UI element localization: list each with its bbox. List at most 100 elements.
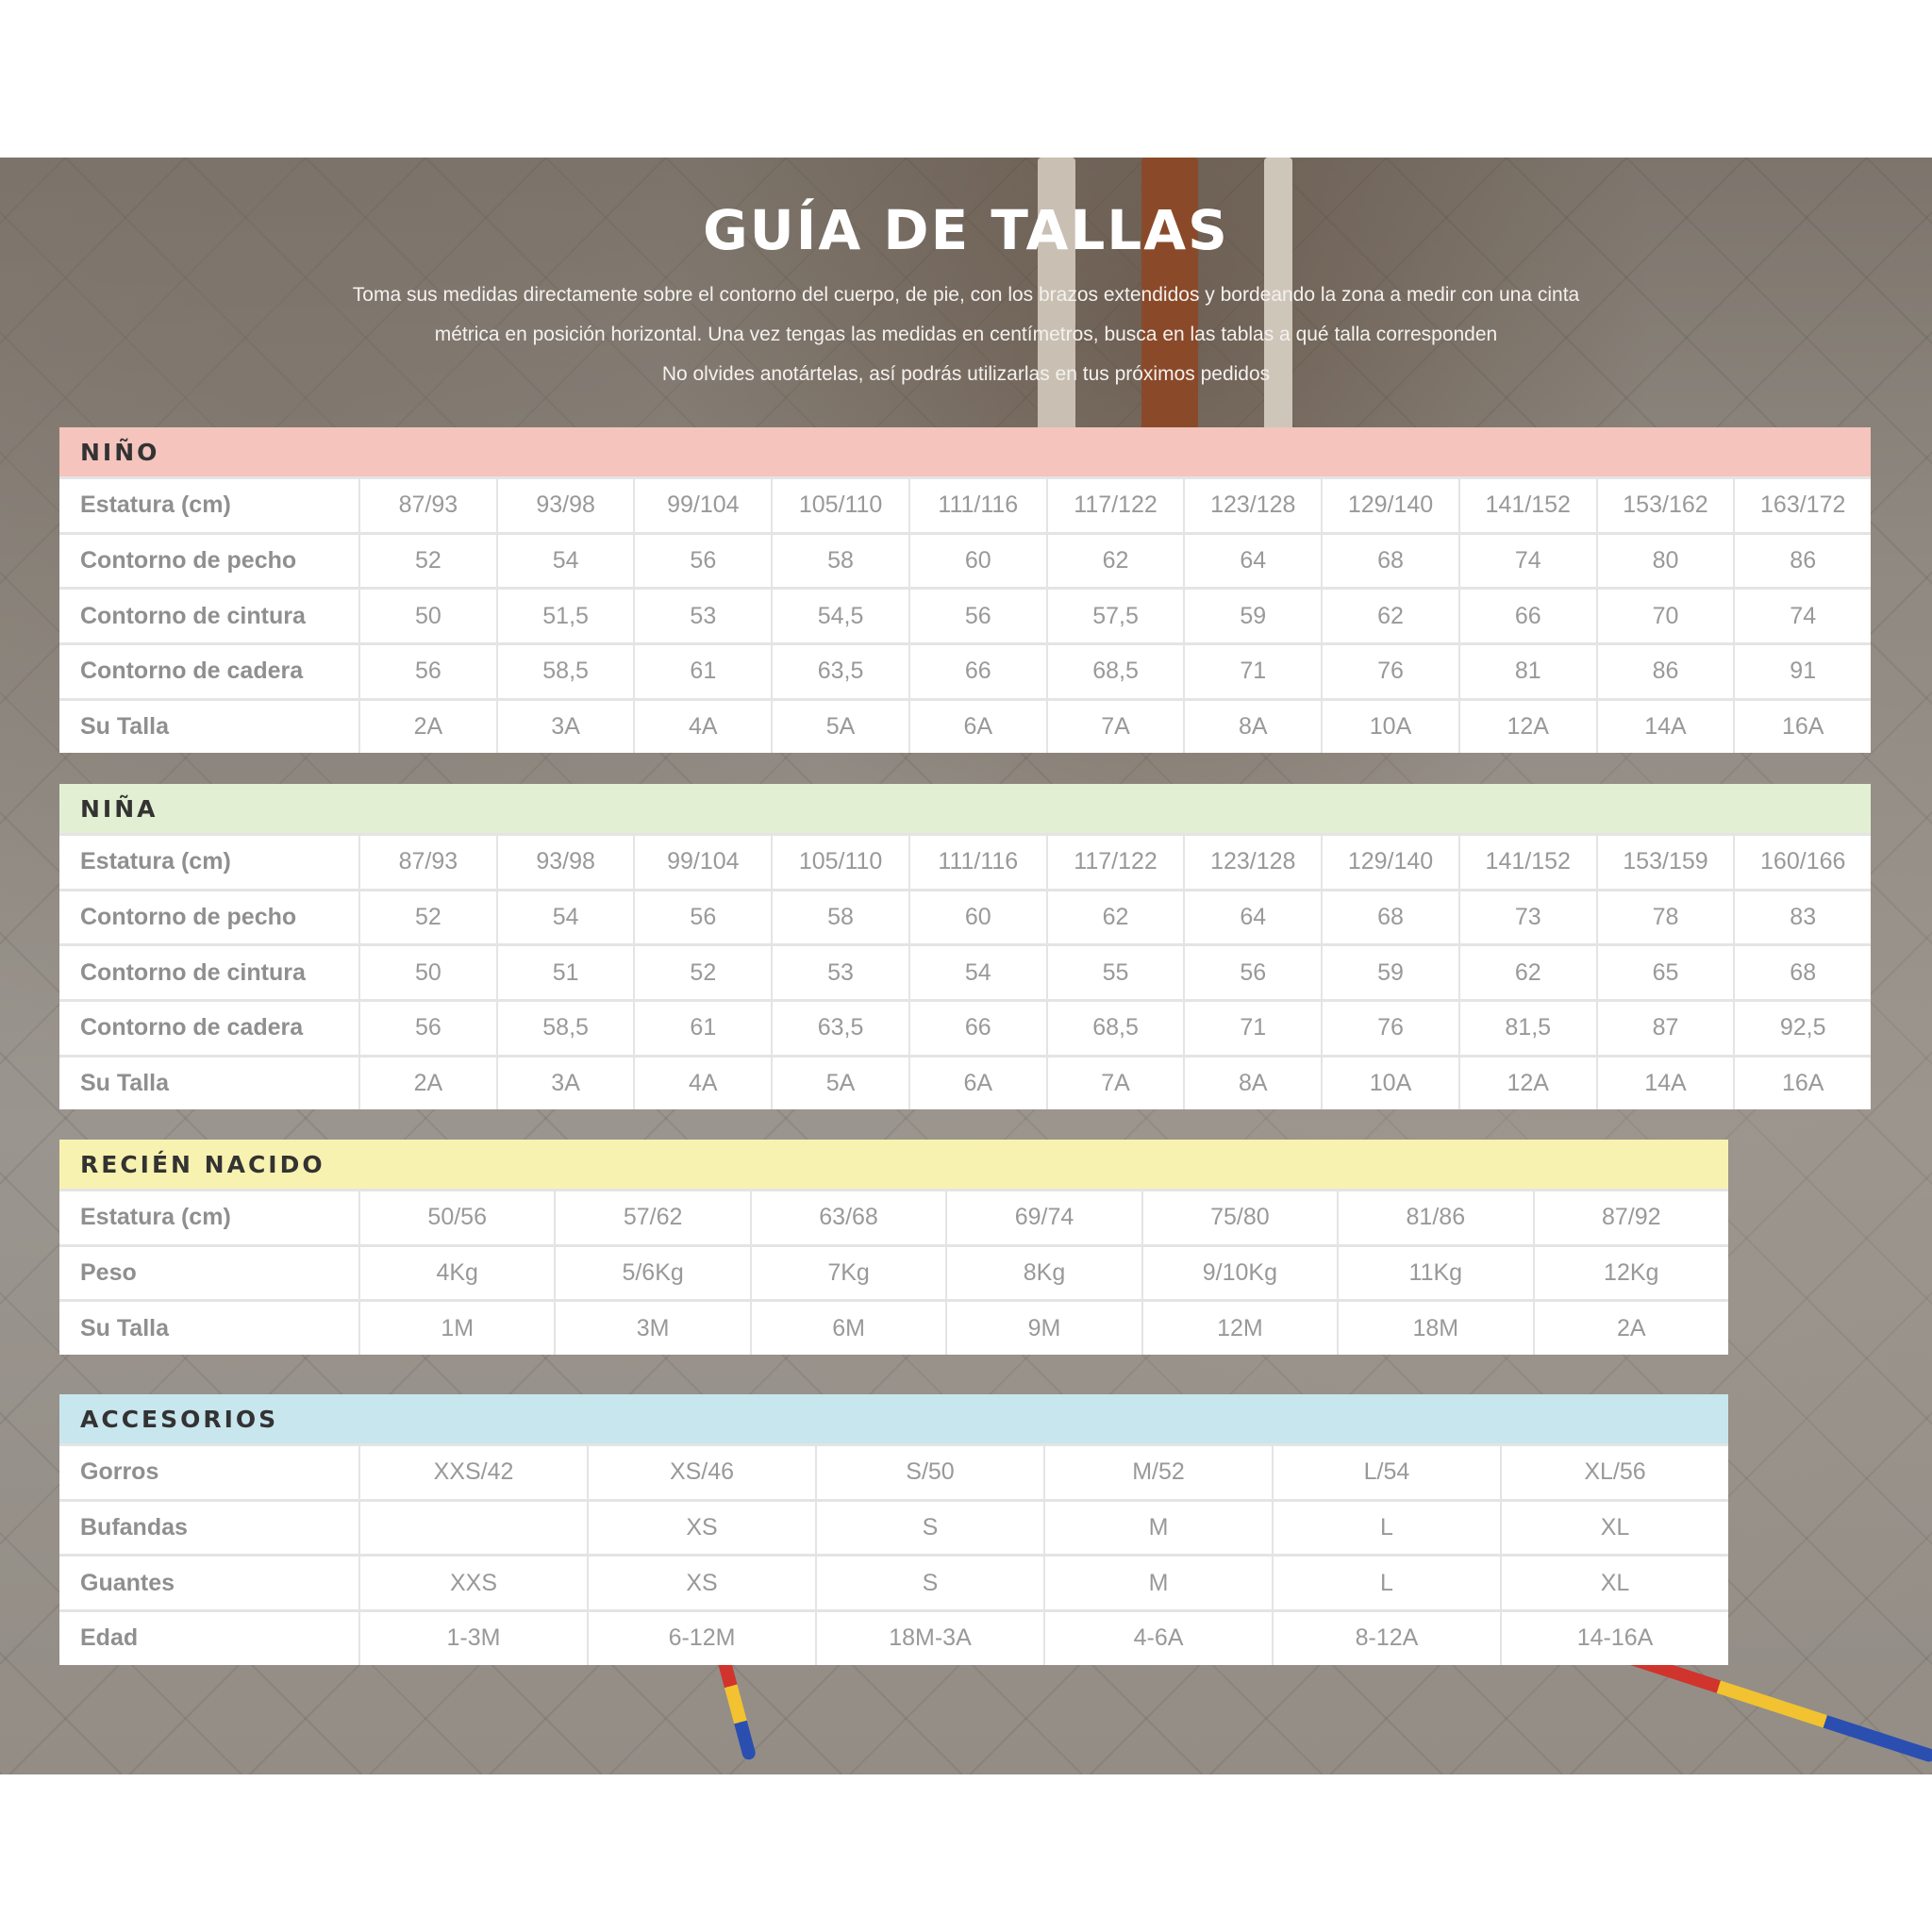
table-cell: 81,5	[1457, 1002, 1596, 1055]
table-title: NIÑO	[59, 427, 1871, 476]
table-cell: 3M	[554, 1302, 749, 1356]
table-cell: 18M	[1337, 1302, 1532, 1356]
table-cell: 160/166	[1733, 836, 1871, 889]
table-cell: 68,5	[1045, 1002, 1184, 1055]
table-cell: 58	[771, 534, 908, 588]
table-cell: 11Kg	[1337, 1246, 1532, 1300]
table-row: Contorno de pecho 52 54 56 58 60 62 64 68 73 78 83	[59, 888, 1871, 944]
row-label: Contorno de pecho	[80, 904, 297, 931]
table-cell: 105/110	[771, 836, 908, 889]
table-cell: 93/98	[495, 836, 634, 889]
table-cell: 64	[1183, 534, 1321, 588]
table-cell: 123/128	[1183, 836, 1321, 889]
table-cell: 129/140	[1321, 836, 1458, 889]
table-row: Contorno de cintura 50 51,5 53 54,5 56 57,5 59 6…	[59, 587, 1871, 643]
table-cell: 56	[1183, 946, 1321, 1000]
page-title: GUÍA DE TALLAS	[703, 198, 1229, 262]
table-cell: 59	[1321, 946, 1458, 1000]
table-cell: 62	[1457, 946, 1596, 1000]
row-label: Contorno de cadera	[80, 658, 304, 685]
table-cell: 10A	[1321, 1057, 1458, 1110]
table-cell: 6-12M	[587, 1612, 815, 1665]
table-cell: 63,5	[771, 645, 908, 698]
table-cell: 5A	[771, 700, 908, 754]
table-cell: 54	[495, 534, 634, 588]
table-cell: 58,5	[495, 1002, 634, 1055]
table-row: Su Talla 2A 3A 4A 5A 6A 7A 8A 10A 12A 14A 16A	[59, 1054, 1871, 1110]
row-label: Contorno de cadera	[80, 1014, 304, 1041]
table-cell: 3A	[495, 1057, 634, 1110]
row-label: Contorno de cintura	[80, 602, 306, 629]
table-cell: XS	[587, 1557, 815, 1610]
table-row: Contorno de cintura 50 51 52 53 54 55 56 59 62 65 6…	[59, 943, 1871, 1000]
row-label: Estatura (cm)	[80, 1204, 231, 1231]
table-cell: 76	[1321, 645, 1458, 698]
table-cell: 7Kg	[749, 1246, 945, 1300]
table-cell: 2A	[358, 1057, 496, 1110]
table-cell: 129/140	[1321, 479, 1458, 532]
background-pole	[1038, 158, 1075, 441]
table-cell: 52	[358, 534, 496, 588]
table-cell: 8A	[1183, 700, 1321, 754]
table-cell: XS	[587, 1501, 815, 1555]
table-cell: 87	[1595, 1002, 1734, 1055]
table-cell: 117/122	[1045, 836, 1184, 889]
table-cell: 93/98	[495, 479, 634, 532]
table-cell: XL	[1500, 1501, 1728, 1555]
table-cell: 61	[633, 645, 771, 698]
table-cell: 6M	[749, 1302, 945, 1356]
table-cell: 61	[633, 1002, 771, 1055]
table-cell: 71	[1183, 645, 1321, 698]
table-cell: 68	[1321, 534, 1458, 588]
size-table-nino: NIÑO Estatura (cm) 87/93 93/98 99/104 105/110…	[59, 427, 1871, 754]
table-cell: 163/172	[1733, 479, 1871, 532]
table-cell: 5A	[771, 1057, 908, 1110]
table-cell: 4Kg	[358, 1246, 554, 1300]
table-cell: 99/104	[633, 479, 771, 532]
row-label: Edad	[80, 1624, 139, 1652]
table-cell: 68,5	[1045, 645, 1184, 698]
table-cell: 56	[633, 891, 771, 944]
table-cell	[358, 1501, 587, 1555]
table-cell: 81	[1457, 645, 1596, 698]
table-cell: 87/92	[1532, 1191, 1728, 1244]
table-title: NIÑA	[59, 784, 1871, 833]
table-cell: 63,5	[771, 1002, 908, 1055]
table-row: Estatura (cm) 50/56 57/62 63/68 69/74 75/80 81…	[59, 1189, 1728, 1244]
table-cell: 141/152	[1457, 479, 1596, 532]
row-label: Estatura (cm)	[80, 491, 231, 519]
table-cell: 7A	[1045, 1057, 1184, 1110]
table-cell: 56	[358, 645, 496, 698]
table-cell: 1M	[358, 1302, 554, 1356]
table-cell: 123/128	[1183, 479, 1321, 532]
table-cell: 50/56	[358, 1191, 554, 1244]
table-cell: 51,5	[495, 590, 634, 643]
table-row: Edad 1-3M 6-12M 18M-3A 4-6A 8-12A 14-16A	[59, 1609, 1728, 1665]
table-row: Peso 4Kg 5/6Kg 7Kg 8Kg 9/10Kg 11Kg 12Kg	[59, 1243, 1728, 1300]
row-label: Su Talla	[80, 1070, 170, 1097]
table-cell: 12A	[1457, 700, 1596, 754]
table-cell: 99/104	[633, 836, 771, 889]
table-cell: 1-3M	[358, 1612, 587, 1665]
intro-line: métrica en posición horizontal. Una vez …	[434, 324, 1498, 345]
table-cell: 2A	[1532, 1302, 1728, 1356]
table-cell: 51	[495, 946, 634, 1000]
row-label: Peso	[80, 1259, 137, 1287]
table-row: Estatura (cm) 87/93 93/98 99/104 105/110 111/…	[59, 476, 1871, 532]
table-cell: 7A	[1045, 700, 1184, 754]
table-cell: 91	[1733, 645, 1871, 698]
table-cell: 92,5	[1733, 1002, 1871, 1055]
table-cell: 71	[1183, 1002, 1321, 1055]
table-cell: 16A	[1733, 1057, 1871, 1110]
table-cell: 52	[633, 946, 771, 1000]
row-label: Su Talla	[80, 1314, 170, 1341]
table-cell: 8Kg	[945, 1246, 1141, 1300]
table-cell: 53	[633, 590, 771, 643]
table-row: Contorno de cadera 56 58,5 61 63,5 66 68,5 71 76…	[59, 642, 1871, 698]
row-label: Estatura (cm)	[80, 848, 231, 875]
table-cell: 66	[1457, 590, 1596, 643]
table-cell: 14A	[1595, 1057, 1734, 1110]
table-cell: 8-12A	[1272, 1612, 1500, 1665]
background-pole	[1264, 158, 1292, 441]
table-cell: 66	[908, 1002, 1046, 1055]
